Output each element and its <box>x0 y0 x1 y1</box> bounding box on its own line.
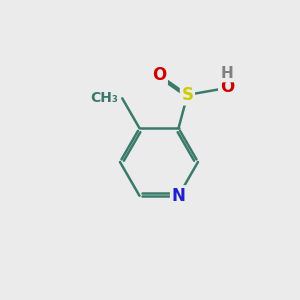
Text: O: O <box>152 66 166 84</box>
Text: H: H <box>220 66 233 81</box>
Text: CH₃: CH₃ <box>90 91 118 105</box>
Text: O: O <box>220 78 234 96</box>
Text: N: N <box>172 187 185 205</box>
Text: S: S <box>182 86 194 104</box>
